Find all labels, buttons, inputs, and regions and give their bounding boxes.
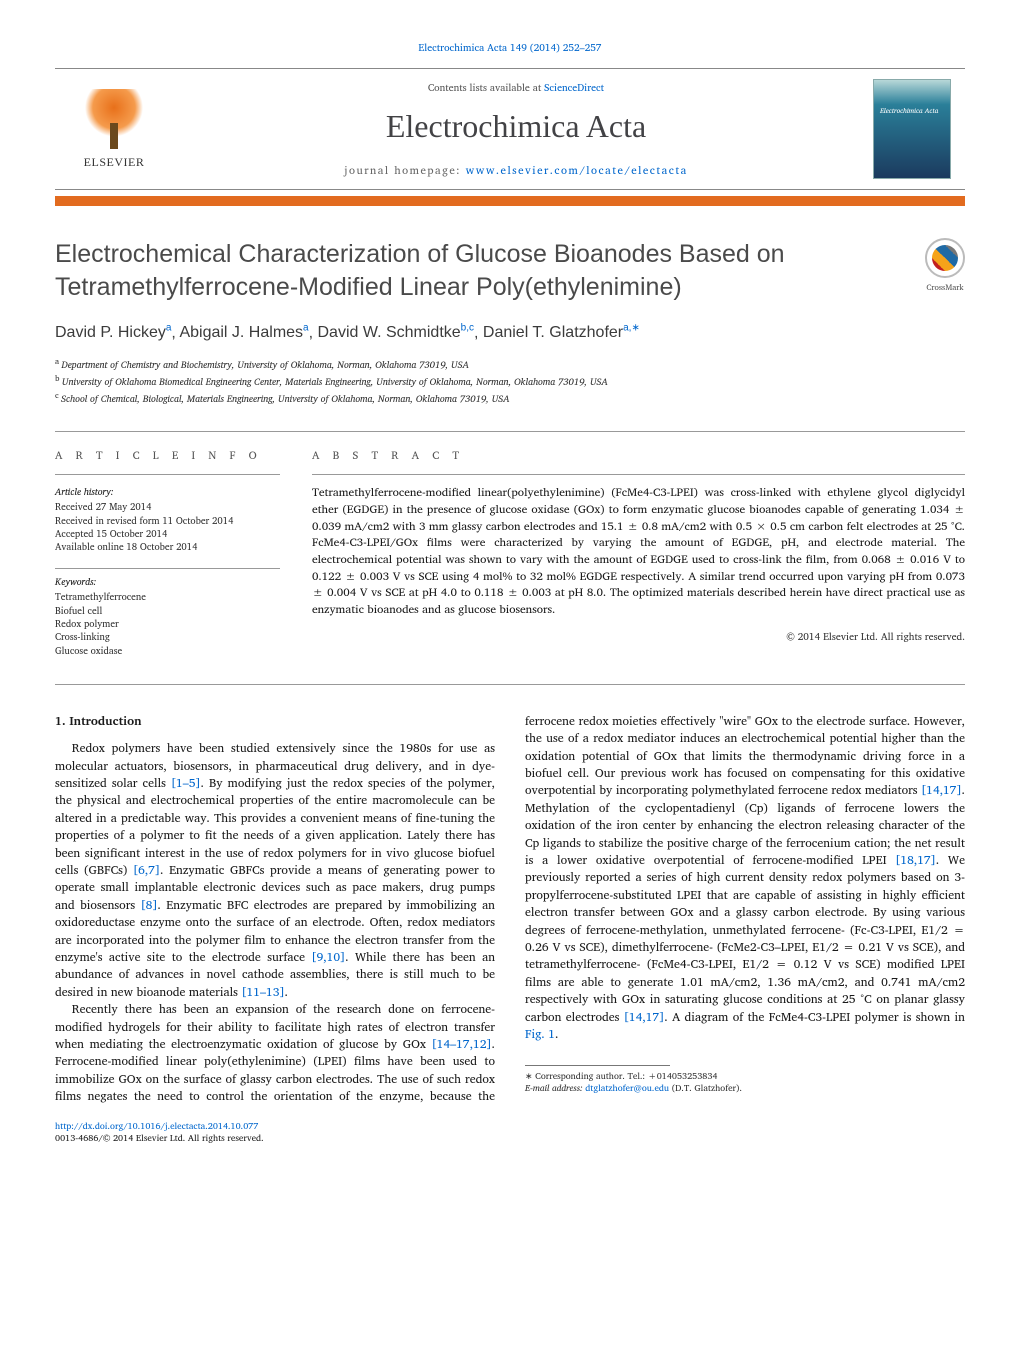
copyright-line: © 2014 Elsevier Ltd. All rights reserved… — [312, 629, 965, 645]
journal-reference: Electrochimica Acta 149 (2014) 252–257 — [55, 40, 965, 56]
crossmark-circle-icon — [925, 238, 965, 278]
history-line: Available online 18 October 2014 — [55, 541, 280, 554]
keyword: Redox polymer — [55, 618, 280, 631]
elsevier-tree-icon — [84, 89, 144, 151]
homepage-prefix: journal homepage: — [344, 161, 465, 179]
header-center: Contents lists available at ScienceDirec… — [175, 80, 857, 179]
article-info-column: a r t i c l e i n f o Article history: R… — [55, 432, 280, 658]
keywords-label: Keywords: — [55, 568, 280, 590]
email-label: E-mail address: — [525, 1080, 585, 1095]
article-info-label: a r t i c l e i n f o — [55, 446, 280, 464]
journal-name: Electrochimica Acta — [175, 108, 857, 145]
p1-text-f: . — [285, 983, 288, 1002]
footnote-rule — [525, 1065, 670, 1066]
citation-link[interactable]: [14,17] — [624, 1008, 665, 1027]
issn-copyright-line: 0013-4686/© 2014 Elsevier Ltd. All right… — [55, 1130, 264, 1145]
citation-link[interactable]: [8] — [141, 896, 158, 915]
elsevier-wordmark: ELSEVIER — [84, 155, 145, 170]
corresponding-author-footnote: ∗ Corresponding author. Tel.: +014053253… — [525, 1070, 955, 1094]
email-tail: (D.T. Glatzhofer). — [669, 1080, 742, 1095]
crossmark-label: CrossMark — [926, 280, 963, 294]
author-affiliation-sup: a — [166, 323, 172, 334]
keyword: Biofuel cell — [55, 605, 280, 618]
author-affiliation-sup: b,c — [461, 323, 474, 334]
abstract-column: a b s t r a c t Tetramethylferrocene-mod… — [312, 432, 965, 658]
author: Daniel T. Glatzhofera,∗ — [483, 324, 640, 341]
paper-title: Electrochemical Characterization of Gluc… — [55, 238, 913, 303]
history-line: Received in revised form 11 October 2014 — [55, 515, 280, 528]
abstract-label: a b s t r a c t — [312, 446, 965, 464]
contents-line: Contents lists available at ScienceDirec… — [175, 80, 857, 96]
p2-text-d: . We previously reported a series of hig… — [525, 851, 965, 1027]
citation-link[interactable]: [18,17] — [895, 851, 936, 870]
citation-link[interactable]: [14,17] — [921, 781, 962, 800]
keyword: Cross-linking — [55, 631, 280, 644]
keyword: Glucose oxidase — [55, 645, 280, 658]
affiliation-line: b University of Oklahoma Biomedical Engi… — [55, 373, 965, 390]
contents-prefix: Contents lists available at — [428, 80, 544, 96]
p2-text-e: . A diagram of the FcMe4-C3-LPEI polymer… — [664, 1008, 965, 1027]
elsevier-logo: ELSEVIER — [69, 79, 159, 179]
history-line: Received 27 May 2014 — [55, 501, 280, 514]
crossmark-badge[interactable]: CrossMark — [925, 238, 965, 294]
p2-text-a: Recently there has been an expansion of … — [55, 1000, 495, 1054]
journal-reference-link[interactable]: Electrochimica Acta 149 (2014) 252–257 — [418, 40, 601, 56]
citation-link[interactable]: [6,7] — [133, 861, 160, 880]
citation-link[interactable]: [11–13] — [241, 983, 284, 1002]
doi-block: http://dx.doi.org/10.1016/j.electacta.20… — [55, 1120, 965, 1144]
introduction-heading: 1. Introduction — [55, 713, 495, 730]
corr-email-link[interactable]: dtglatzhofer@ou.edu — [585, 1080, 669, 1095]
citation-link[interactable]: [14–17,12] — [432, 1035, 492, 1054]
crossmark-inner-icon — [932, 245, 958, 271]
author-list: David P. Hickeya, Abigail J. Halmesa, Da… — [55, 323, 965, 342]
keyword: Tetramethylferrocene — [55, 591, 280, 604]
author: David W. Schmidtkeb,c — [318, 324, 475, 341]
history-label: Article history: — [55, 485, 280, 500]
citation-link[interactable]: [9,10] — [311, 948, 345, 967]
intro-paragraph-1: Redox polymers have been studied extensi… — [55, 740, 495, 1001]
abstract-text: Tetramethylferrocene-modified linear(pol… — [312, 485, 965, 618]
author: Abigail J. Halmesa — [179, 324, 308, 341]
author-affiliation-sup: a — [303, 323, 309, 334]
figure-link[interactable]: Fig. 1 — [525, 1025, 555, 1044]
author: David P. Hickeya — [55, 324, 171, 341]
journal-header-band: ELSEVIER Contents lists available at Sci… — [55, 68, 965, 190]
affiliation-line: a Department of Chemistry and Biochemist… — [55, 356, 965, 373]
p2-text-f: . — [555, 1025, 558, 1044]
affiliation-list: a Department of Chemistry and Biochemist… — [55, 356, 965, 407]
homepage-line: journal homepage: www.elsevier.com/locat… — [175, 161, 857, 179]
sciencedirect-link[interactable]: ScienceDirect — [544, 80, 604, 96]
affiliation-line: c School of Chemical, Biological, Materi… — [55, 390, 965, 407]
citation-link[interactable]: [1–5] — [171, 774, 201, 793]
journal-cover-title: Electrochimica Acta — [880, 108, 944, 115]
body-two-column: 1. Introduction Redox polymers have been… — [55, 713, 965, 1106]
orange-divider-bar — [55, 196, 965, 206]
corresponding-star-icon: ∗ — [631, 323, 639, 334]
journal-cover-thumbnail: Electrochimica Acta — [873, 79, 951, 179]
section-divider — [55, 684, 965, 685]
history-line: Accepted 15 October 2014 — [55, 528, 280, 541]
homepage-link[interactable]: www.elsevier.com/locate/electacta — [466, 161, 688, 179]
